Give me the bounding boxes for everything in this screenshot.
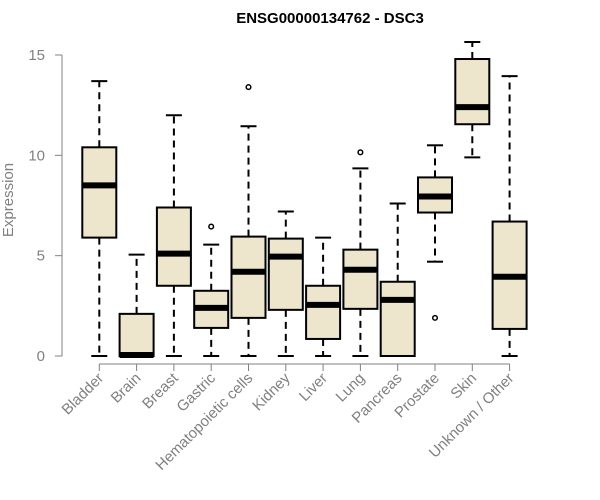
box-group (267, 210, 304, 357)
outlier-point (208, 223, 215, 230)
x-tick-label: Bladder (59, 370, 108, 419)
box-series (81, 40, 528, 358)
box-group (379, 202, 416, 357)
box-group (81, 80, 118, 357)
iqr-box (342, 248, 379, 310)
box-group (342, 149, 379, 357)
box-group (118, 253, 155, 358)
iqr-box (267, 237, 304, 311)
iqr-box (81, 146, 118, 239)
y-tick-label: 15 (28, 47, 45, 64)
x-tick-label: Liver (296, 370, 331, 405)
box-group (193, 223, 230, 357)
outlier-point (431, 314, 439, 321)
x-tick-label: Skin (447, 370, 480, 403)
outlier-point (357, 149, 364, 156)
box-group (491, 75, 528, 357)
y-axis: 0 5 10 15 (28, 47, 63, 365)
chart-title: ENSG00000134762 - DSC3 (236, 10, 424, 27)
iqr-box (454, 58, 491, 126)
y-tick-label: 5 (37, 248, 45, 265)
x-tick-label: Kidney (249, 369, 294, 414)
y-axis-label: Expression (0, 163, 17, 237)
iqr-box (230, 235, 267, 319)
y-tick-label: 10 (28, 147, 45, 164)
box-group (155, 114, 192, 357)
y-tick-label: 0 (37, 348, 45, 365)
iqr-box (379, 280, 416, 357)
iqr-box (155, 206, 192, 287)
box-group (454, 40, 491, 159)
box-group (417, 144, 453, 321)
iqr-box (118, 312, 155, 357)
box-group (305, 236, 342, 357)
box-group (230, 84, 267, 357)
iqr-box (305, 284, 342, 340)
outlier-point (245, 84, 252, 91)
